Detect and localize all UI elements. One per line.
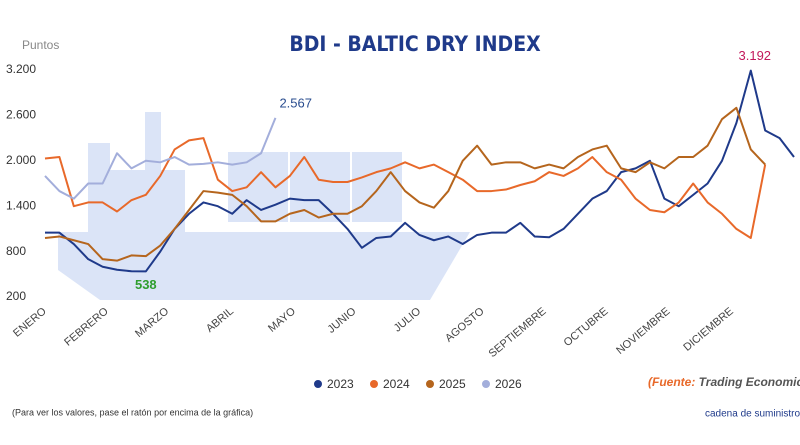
y-tick-label: 3.200 bbox=[6, 62, 36, 76]
source: (Fuente: Trading Economic) bbox=[648, 375, 800, 389]
footnote: (Para ver los valores, pase el ratón por… bbox=[12, 407, 253, 417]
data-label: 2.567 bbox=[279, 95, 312, 110]
x-tick-label: MAYO bbox=[266, 305, 298, 335]
y-tick-label: 2.000 bbox=[6, 153, 36, 167]
x-tick-label: FEBRERO bbox=[62, 305, 111, 349]
x-tick-label: SEPTIEMBRE bbox=[487, 305, 549, 360]
x-tick-label: MARZO bbox=[133, 305, 171, 340]
source-text: Trading Economic) bbox=[699, 375, 800, 389]
y-tick-label: 800 bbox=[6, 244, 26, 258]
legend-marker bbox=[482, 380, 490, 388]
series-line bbox=[44, 137, 767, 239]
legend-label: 2023 bbox=[327, 377, 354, 391]
logo: cadena de suministro bbox=[705, 409, 800, 420]
ship-decoration bbox=[58, 112, 470, 300]
x-tick-label: DICIEMBRE bbox=[681, 305, 736, 353]
legend-label: 2025 bbox=[439, 377, 466, 391]
x-tick-label: JULIO bbox=[392, 305, 424, 335]
x-tick-label: ABRIL bbox=[204, 305, 236, 335]
source-prefix: (Fuente: bbox=[648, 375, 695, 389]
y-axis-label: Puntos bbox=[22, 38, 59, 52]
legend-marker bbox=[370, 380, 378, 388]
series-line bbox=[45, 69, 795, 273]
x-tick-label: AGOSTO bbox=[443, 305, 487, 345]
data-label: 538 bbox=[135, 277, 157, 292]
x-tick-label: OCTUBRE bbox=[562, 305, 611, 349]
x-tick-label: JUNIO bbox=[325, 305, 358, 336]
y-tick-label: 1.400 bbox=[6, 198, 36, 212]
legend-marker bbox=[314, 380, 322, 388]
legend-marker bbox=[426, 380, 434, 388]
legend-label: 2026 bbox=[495, 377, 522, 391]
series-line bbox=[44, 117, 277, 200]
y-tick-label: 200 bbox=[6, 289, 26, 303]
data-label: 3.192 bbox=[739, 48, 772, 63]
x-tick-label: NOVIEMBRE bbox=[614, 305, 672, 357]
x-tick-label: ENERO bbox=[11, 305, 49, 340]
legend-label: 2024 bbox=[383, 377, 410, 391]
series-line bbox=[44, 106, 766, 262]
y-tick-label: 2.600 bbox=[6, 108, 36, 122]
chart-title: BDI - BALTIC DRY INDEX bbox=[289, 32, 541, 56]
